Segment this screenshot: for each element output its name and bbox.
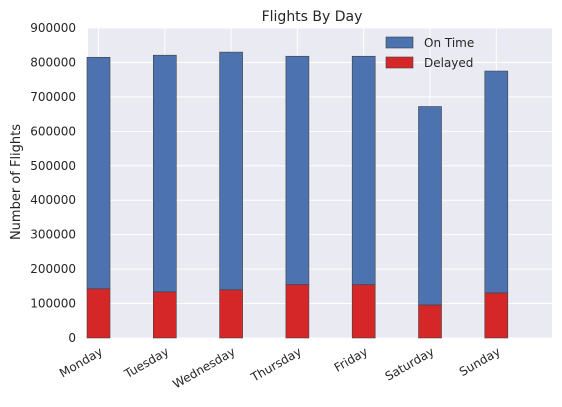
bar-delayed-saturday [418, 304, 442, 339]
bar-delayed-wednesday [219, 289, 243, 339]
x-tick-labels: Monday Tuesday Wednesday Thursday Friday Satu… [57, 344, 503, 391]
y-tick-label: 400000 [30, 193, 76, 207]
y-tick-label: 900000 [30, 21, 76, 35]
x-tick-label-wednesday: Wednesday [170, 344, 237, 391]
bar-on-time-wednesday [219, 51, 243, 291]
bar-on-time-thursday [285, 55, 310, 285]
legend-label-delayed: Delayed [424, 56, 473, 70]
y-tick-label: 0 [68, 331, 76, 345]
legend-swatch-delayed [385, 56, 414, 69]
y-axis-label: Number of Flights [9, 124, 24, 240]
bar-on-time-sunday [484, 70, 509, 294]
y-tick-label: 200000 [30, 262, 76, 276]
y-tick-labels: 0 100000 200000 300000 400000 500000 600000 700… [30, 21, 76, 345]
legend: On Time Delayed [385, 36, 474, 70]
y-tick-label: 100000 [30, 297, 76, 311]
y-tick-label: 300000 [30, 228, 76, 242]
y-tick-label: 700000 [30, 90, 76, 104]
bar-delayed-thursday [285, 284, 310, 339]
legend-label-on-time: On Time [424, 36, 474, 50]
bar-delayed-sunday [484, 292, 509, 339]
bar-on-time-saturday [418, 106, 442, 306]
bars-group [86, 51, 509, 339]
x-tick-label-sunday: Sunday [457, 344, 503, 379]
y-tick-label: 800000 [30, 55, 76, 69]
bar-delayed-monday [86, 288, 111, 339]
x-tick-label-thursday: Thursday [248, 344, 304, 385]
y-tick-label: 600000 [30, 124, 76, 138]
bar-on-time-monday [86, 56, 111, 290]
bar-delayed-tuesday [153, 291, 177, 339]
bar-on-time-friday [351, 55, 376, 285]
x-tick-label-friday: Friday [332, 344, 371, 374]
bar-on-time-tuesday [153, 54, 177, 293]
x-tick-label-tuesday: Tuesday [121, 344, 171, 381]
bar-delayed-friday [351, 284, 376, 339]
x-tick-label-saturday: Saturday [383, 344, 437, 383]
legend-swatch-on-time [385, 36, 414, 49]
y-tick-label: 500000 [30, 159, 76, 173]
x-tick-label-monday: Monday [57, 344, 105, 380]
chart-title: Flights By Day [262, 9, 363, 25]
